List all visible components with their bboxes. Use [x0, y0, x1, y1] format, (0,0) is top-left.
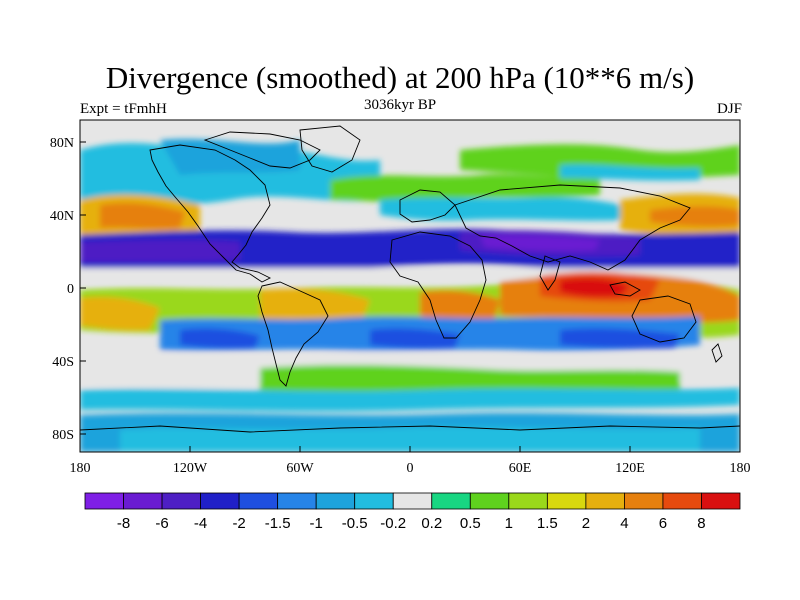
x-tick-label: 180	[730, 461, 751, 476]
x-axis: 180 120W 60W 0 60E 120E 180	[70, 446, 751, 476]
x-tick-label: 60E	[509, 461, 532, 476]
colorbar-swatch	[701, 492, 741, 510]
y-axis: 80N 40N 0 40S 80S	[50, 136, 86, 443]
y-tick-label: 80S	[52, 428, 74, 443]
colorbar-label: 0.2	[421, 515, 442, 532]
colorbar-swatch	[431, 492, 471, 510]
colorbar-swatch	[238, 492, 279, 510]
colorbar-swatch	[508, 492, 548, 510]
colorbar-swatch	[585, 492, 625, 510]
colorbar-swatch	[123, 492, 163, 510]
colorbar-label: -1.5	[265, 515, 291, 532]
x-tick-label: 0	[407, 461, 414, 476]
colorbar-label: -0.2	[380, 515, 406, 532]
colorbar-label: -2	[232, 515, 245, 532]
colorbar-label: 0.5	[460, 515, 481, 532]
colorbar-label: 1.5	[537, 515, 558, 532]
colorbar-label: -4	[194, 515, 207, 532]
colorbar-swatch	[315, 492, 356, 510]
time-label: 3036kyr BP	[363, 97, 437, 113]
colorbar-label: -6	[155, 515, 168, 532]
colorbar-label: -0.5	[342, 515, 368, 532]
colorbar-swatch	[392, 492, 433, 510]
colorbar-swatch	[546, 492, 587, 510]
y-tick-label: 80N	[50, 136, 74, 151]
colorbar-label: -1	[310, 515, 323, 532]
colorbar: -8 -6 -4 -2 -1.5 -1 -0.5 -0.2 0.2 0.5 1 1.5 2 4 6 8	[84, 492, 741, 532]
season-label: DJF	[716, 101, 742, 117]
colorbar-label: 4	[620, 515, 628, 532]
colorbar-label: 1	[505, 515, 513, 532]
colorbar-swatch	[354, 492, 394, 510]
colorbar-swatch	[624, 492, 664, 510]
divergence-field	[80, 120, 740, 452]
colorbar-label: 6	[659, 515, 667, 532]
colorbar-label: -8	[117, 515, 130, 532]
x-tick-label: 180	[70, 461, 91, 476]
colorbar-label: 8	[697, 515, 705, 532]
x-tick-label: 60W	[286, 461, 314, 476]
colorbar-swatch	[662, 492, 702, 510]
colorbar-swatch	[469, 492, 510, 510]
colorbar-swatch	[84, 492, 124, 510]
experiment-label: Expt = tFmhH	[80, 101, 167, 117]
x-tick-label: 120E	[615, 461, 645, 476]
y-tick-label: 0	[67, 282, 74, 297]
y-tick-label: 40S	[52, 355, 74, 370]
x-tick-label: 120W	[173, 461, 208, 476]
y-tick-label: 40N	[50, 209, 74, 224]
colorbar-label: 2	[582, 515, 590, 532]
colorbar-swatch	[277, 492, 317, 510]
coastlines	[80, 125, 740, 433]
map-title: Divergence (smoothed) at 200 hPa (10**6 …	[105, 60, 695, 95]
colorbar-swatch	[161, 492, 201, 510]
colorbar-swatch	[200, 492, 240, 510]
